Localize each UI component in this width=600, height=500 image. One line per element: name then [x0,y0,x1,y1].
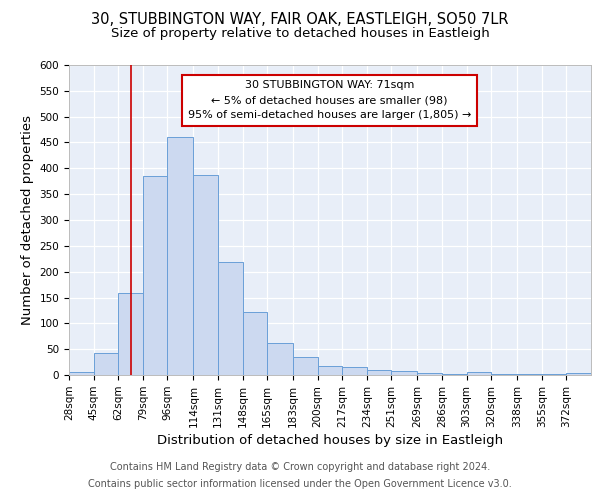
Bar [94,354,118,375]
Bar [242,312,267,375]
Bar [218,262,242,375]
Text: Size of property relative to detached houses in Eastleigh: Size of property relative to detached ho… [110,28,490,40]
Bar [467,372,491,375]
Text: Contains HM Land Registry data © Crown copyright and database right 2024.: Contains HM Land Registry data © Crown c… [110,462,490,472]
Bar [167,138,193,375]
Bar [367,370,391,375]
Text: 30 STUBBINGTON WAY: 71sqm
← 5% of detached houses are smaller (98)
95% of semi-d: 30 STUBBINGTON WAY: 71sqm ← 5% of detach… [188,80,471,120]
Y-axis label: Number of detached properties: Number of detached properties [21,115,34,325]
Bar [391,372,418,375]
Text: Contains public sector information licensed under the Open Government Licence v3: Contains public sector information licen… [88,479,512,489]
Text: 30, STUBBINGTON WAY, FAIR OAK, EASTLEIGH, SO50 7LR: 30, STUBBINGTON WAY, FAIR OAK, EASTLEIGH… [91,12,509,28]
Bar [118,294,143,375]
Bar [566,373,591,375]
Bar [418,373,442,375]
Bar [193,174,218,375]
Bar [293,357,318,375]
Bar [517,374,542,375]
Bar [342,366,367,375]
Bar [267,343,293,375]
Bar [542,374,566,375]
Bar [143,176,167,375]
Bar [491,374,517,375]
Bar [442,374,467,375]
Bar [318,366,342,375]
Bar [69,372,94,375]
X-axis label: Distribution of detached houses by size in Eastleigh: Distribution of detached houses by size … [157,434,503,447]
